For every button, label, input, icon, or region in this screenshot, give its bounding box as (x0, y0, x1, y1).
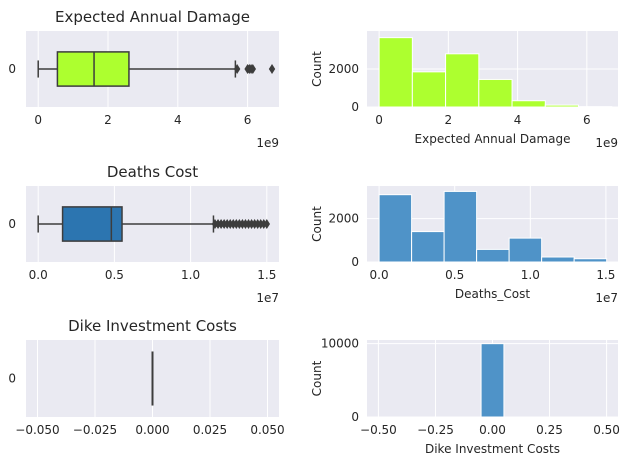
subplot-2: 0 2 4 6 1e9 0 2000 Expected Annual Damage Count (310, 31, 618, 150)
x-tick-label: 0.025 (193, 423, 227, 437)
histogram-bar (378, 37, 413, 108)
y-tick-label: 2000 (328, 62, 359, 76)
subplot-6: −0.50 −0.25 0.00 0.25 0.50 0 10000 Dike Investm… (310, 337, 620, 456)
x-tick-label: 0 (375, 113, 383, 127)
subplot-4: 0.0 0.5 1.0 1.5 1e7 0 2000 Deaths_Cost Count (310, 186, 618, 305)
x-axis-label: Expected Annual Damage (415, 132, 571, 146)
x-tick-label: 0.000 (135, 423, 169, 437)
y-category-label: 0 (8, 372, 16, 386)
x-tick-label: 0.0 (29, 268, 48, 282)
y-tick-label: 2000 (328, 212, 359, 226)
y-category-label: 0 (8, 62, 16, 76)
y-category-label: 0 (8, 217, 16, 231)
histogram-bar (541, 256, 575, 263)
x-tick-label: 1.0 (521, 268, 540, 282)
x-tick-label: 6 (583, 113, 591, 127)
x-offset-label: 1e9 (256, 136, 279, 150)
y-axis-label: Count (310, 206, 324, 242)
x-tick-label: 1.5 (257, 268, 276, 282)
histogram-bar (478, 78, 513, 108)
y-axis-label: Count (310, 51, 324, 87)
y-tick-label: 10000 (321, 337, 359, 351)
outlier-point (263, 219, 271, 229)
histogram-bar (508, 237, 543, 263)
x-tick-label: −0.050 (15, 423, 59, 437)
histogram-bar (544, 104, 580, 108)
x-tick-label: 0.0 (370, 268, 389, 282)
x-tick-label: 0.5 (445, 268, 464, 282)
histogram-bar (445, 53, 480, 108)
histogram-bar (476, 248, 510, 263)
x-axis-label: Dike Investment Costs (425, 442, 560, 456)
x-offset-label: 1e7 (595, 291, 618, 305)
iqr-box (61, 206, 123, 242)
x-tick-label: −0.25 (417, 423, 454, 437)
x-axis-label: Deaths_Cost (455, 287, 531, 301)
x-tick-label: 0.50 (593, 423, 620, 437)
subplot-3: 0.0 0.5 1.0 1.5 1e7 Deaths Cost 0 (8, 163, 279, 305)
x-tick-label: 1.5 (596, 268, 615, 282)
x-tick-label: 0.25 (536, 423, 563, 437)
x-tick-label: 0.00 (479, 423, 506, 437)
x-offset-label: 1e9 (595, 136, 618, 150)
x-tick-label: 1.0 (181, 268, 200, 282)
histogram-bar (480, 343, 505, 418)
subplot-title: Deaths Cost (107, 163, 198, 181)
x-tick-label: −0.50 (360, 423, 397, 437)
x-tick-label: 6 (244, 113, 252, 127)
y-axis-label: Count (310, 360, 324, 396)
subplot-1: 0 2 4 6 1e9 Expected Annual Damage 0 (8, 8, 279, 150)
y-tick-label: 0 (351, 255, 359, 269)
x-tick-label: 2 (445, 113, 453, 127)
histogram-bar (378, 194, 413, 263)
y-tick-label: 0 (351, 410, 359, 424)
histogram-bar (411, 71, 447, 108)
x-tick-label: 0 (34, 113, 42, 127)
subplot-title: Expected Annual Damage (55, 8, 250, 26)
subplot-5: −0.050 −0.025 0.000 0.025 0.050 Dike Investme… (8, 317, 284, 437)
histogram-bar (443, 190, 478, 263)
iqr-box (56, 51, 130, 87)
histogram-bar (573, 258, 608, 263)
y-tick-label: 0 (351, 100, 359, 114)
x-tick-label: 2 (104, 113, 112, 127)
x-tick-label: 4 (514, 113, 522, 127)
outlier-point (233, 64, 241, 74)
histogram-bar (411, 231, 445, 263)
x-tick-label: −0.025 (73, 423, 117, 437)
x-offset-label: 1e7 (256, 291, 279, 305)
x-tick-label: 0.050 (250, 423, 284, 437)
outlier-point (249, 64, 257, 74)
histogram-bar (511, 100, 546, 108)
x-tick-label: 4 (174, 113, 182, 127)
x-tick-label: 0.5 (105, 268, 124, 282)
outlier-point (268, 64, 276, 74)
subplot-title: Dike Investment Costs (68, 317, 237, 335)
